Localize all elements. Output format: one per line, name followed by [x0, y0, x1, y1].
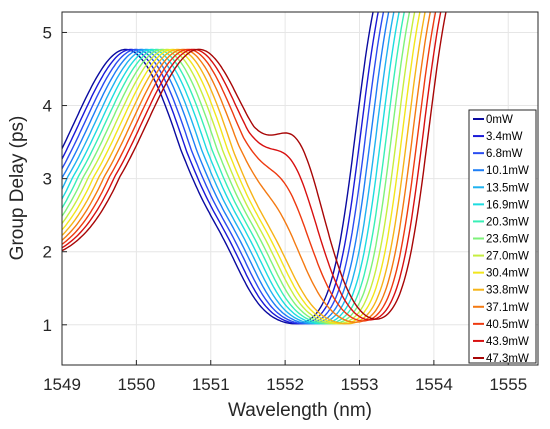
series-line — [62, 12, 432, 323]
legend-label: 30.4mW — [486, 268, 529, 280]
x-tick-label: 1553 — [341, 375, 379, 394]
series-line — [62, 12, 405, 325]
legend-label: 6.8mW — [486, 148, 523, 160]
x-axis-label: Wavelength (nm) — [228, 400, 372, 421]
legend-label: 27.0mW — [486, 251, 529, 263]
plot-frame — [61, 11, 539, 366]
legend-label: 40.5mW — [486, 319, 529, 331]
x-tick-label: 1555 — [489, 375, 527, 394]
plot-area — [62, 12, 538, 365]
series-line — [62, 12, 416, 325]
legend-label: 3.4mW — [486, 131, 523, 143]
x-tick-label: 1549 — [43, 375, 81, 394]
data-curves — [62, 12, 447, 325]
legend-label: 13.5mW — [486, 182, 529, 194]
y-tick-label: 4 — [43, 97, 52, 116]
x-tick-label: 1554 — [415, 375, 453, 394]
legend-label: 43.9mW — [486, 336, 529, 348]
legend-label: 16.9mW — [486, 199, 529, 211]
legend-label: 0mW — [486, 114, 513, 126]
y-tick-label: 3 — [43, 170, 52, 189]
series-line — [62, 12, 442, 321]
series-line — [62, 12, 385, 325]
x-tick-label: 1551 — [192, 375, 230, 394]
y-tick-label: 1 — [43, 316, 52, 335]
series-line — [62, 12, 400, 325]
y-tick-label: 2 — [43, 243, 52, 262]
legend-label: 10.1mW — [486, 165, 529, 177]
series-line — [62, 12, 437, 322]
series-line — [62, 12, 447, 320]
series-line — [62, 12, 426, 325]
y-axis-label: Group Delay (ps) — [7, 116, 28, 261]
axis-ticks: 1549 1550 1551 1552 1553 1554 1555 1 2 3 4 5 — [43, 23, 528, 394]
series-line — [62, 12, 395, 325]
series-line — [62, 12, 411, 325]
x-tick-label: 1552 — [266, 375, 304, 394]
series-line — [62, 12, 390, 325]
legend-label: 20.3mW — [486, 216, 529, 228]
legend-label: 33.8mW — [486, 285, 529, 297]
x-tick-label: 1550 — [117, 375, 155, 394]
y-tick-label: 5 — [43, 23, 52, 42]
legend-label: 37.1mW — [486, 302, 529, 314]
legend-label: 47.3mW — [486, 353, 529, 365]
legend-label: 23.6mW — [486, 234, 529, 246]
legend: 0mW 3.4mW 6.8mW 10.1mW 13.5mW 16.9mW 20.3mW 23.… — [468, 109, 537, 365]
series-line — [62, 12, 421, 325]
